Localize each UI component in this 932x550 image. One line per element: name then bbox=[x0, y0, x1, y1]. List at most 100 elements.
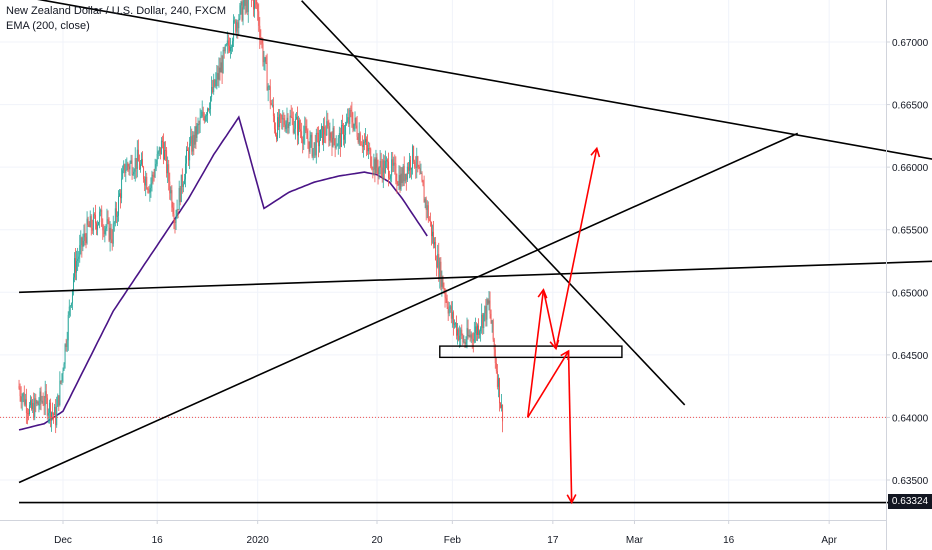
candle-body bbox=[413, 146, 415, 162]
candle-body bbox=[161, 140, 163, 143]
candle-body bbox=[367, 144, 369, 152]
candle-body bbox=[436, 260, 438, 268]
candle-body bbox=[278, 117, 280, 128]
current-price-badge: 0.63324 bbox=[888, 494, 932, 509]
candle-body bbox=[150, 183, 152, 188]
candle-body bbox=[63, 364, 65, 371]
candle-body bbox=[183, 179, 185, 185]
candle-body bbox=[443, 288, 445, 291]
candle-body bbox=[76, 261, 78, 273]
candle-body bbox=[127, 163, 129, 167]
candle-body bbox=[68, 306, 70, 316]
candle-body bbox=[321, 126, 322, 130]
candle-body bbox=[85, 237, 87, 243]
candle-body bbox=[402, 166, 404, 183]
candle-body bbox=[189, 143, 191, 161]
candle-body bbox=[90, 216, 92, 229]
candle-body bbox=[434, 241, 436, 245]
candle-body bbox=[457, 329, 459, 336]
projection-arrow-line bbox=[542, 289, 557, 349]
candle-body bbox=[39, 391, 41, 405]
candle-body bbox=[136, 149, 138, 169]
candle-body bbox=[472, 338, 474, 342]
candle-body bbox=[187, 149, 189, 151]
candle-body bbox=[292, 118, 294, 133]
candle-body bbox=[253, 0, 254, 10]
candle-body bbox=[416, 156, 418, 168]
candle-body bbox=[325, 134, 327, 136]
candle-body bbox=[144, 179, 146, 186]
candle-body bbox=[232, 41, 234, 47]
candle-body bbox=[164, 150, 165, 160]
candle-body bbox=[169, 181, 171, 194]
candle-body bbox=[370, 148, 372, 167]
candle-body bbox=[414, 161, 416, 167]
candle-body bbox=[276, 135, 277, 140]
candle-body bbox=[451, 312, 453, 319]
candle-body bbox=[316, 132, 318, 134]
candle-body bbox=[301, 131, 303, 140]
candle-body bbox=[155, 164, 157, 169]
candle-body bbox=[46, 397, 48, 416]
candle-body bbox=[356, 125, 358, 137]
candle-body bbox=[425, 198, 427, 210]
candle-body bbox=[311, 134, 313, 157]
candle-body bbox=[157, 151, 159, 155]
candle-body bbox=[74, 258, 75, 278]
candle-body bbox=[221, 62, 223, 74]
candle-body bbox=[365, 138, 366, 143]
candle-body bbox=[225, 44, 227, 46]
candle-body bbox=[247, 0, 249, 12]
candle-body bbox=[406, 166, 408, 180]
projection-arrow-line bbox=[526, 289, 545, 418]
candle-body bbox=[163, 142, 164, 160]
candle-body bbox=[111, 239, 113, 244]
candle-body bbox=[344, 134, 346, 140]
candle-body bbox=[337, 138, 339, 146]
candle-body bbox=[31, 400, 33, 410]
projection-arrow-head bbox=[590, 146, 601, 158]
candle-body bbox=[55, 406, 57, 426]
candle-body bbox=[501, 404, 503, 408]
support-zone-box bbox=[439, 345, 623, 359]
candle-body bbox=[179, 188, 181, 202]
candle-body bbox=[42, 400, 44, 405]
candle-body bbox=[265, 57, 267, 63]
candle-body bbox=[146, 176, 148, 189]
price-axis[interactable]: 0.63500 0.64000 0.64500 0.65000 0.65500 0.660… bbox=[886, 0, 929, 550]
time-axis[interactable]: Dec 16 2020 20 Feb 17 Mar 16 Apr bbox=[0, 520, 886, 546]
candle-body bbox=[393, 162, 395, 166]
candle-body bbox=[381, 167, 383, 179]
candle-body bbox=[478, 325, 479, 335]
candle-body bbox=[299, 120, 300, 130]
candle-body bbox=[456, 323, 457, 336]
candle-body bbox=[347, 117, 349, 122]
candle-body bbox=[231, 46, 232, 48]
candle-body bbox=[65, 344, 67, 347]
candle-body bbox=[178, 188, 180, 210]
price-tick-label: 0.65000 bbox=[892, 288, 929, 299]
candle-body bbox=[360, 144, 362, 146]
candle-body bbox=[403, 166, 405, 182]
price-tick-label: 0.64000 bbox=[892, 413, 929, 424]
candle-body bbox=[59, 380, 61, 405]
candle-body bbox=[87, 218, 89, 225]
candle-body bbox=[445, 297, 447, 299]
candle-body bbox=[212, 86, 214, 93]
candle-body bbox=[433, 231, 434, 245]
candle-body bbox=[24, 399, 26, 405]
candle-body bbox=[96, 223, 97, 230]
candle-body bbox=[181, 174, 183, 187]
candle-body bbox=[185, 163, 186, 180]
candle-body bbox=[369, 148, 371, 149]
candle-body bbox=[491, 320, 493, 324]
candle-body bbox=[423, 185, 425, 203]
candle-body bbox=[18, 386, 20, 389]
candle-body bbox=[182, 184, 184, 187]
candle-body bbox=[109, 227, 111, 241]
candle-body bbox=[269, 86, 271, 104]
candle-body bbox=[404, 173, 406, 182]
candle-body bbox=[333, 127, 335, 139]
candle-body bbox=[463, 341, 465, 343]
